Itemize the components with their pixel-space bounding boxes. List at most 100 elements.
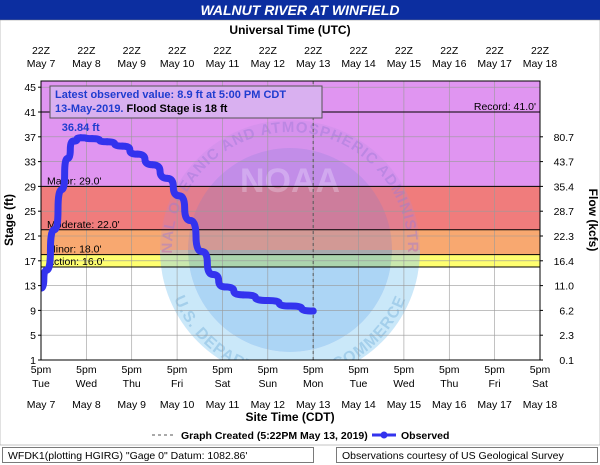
observed-point — [133, 150, 141, 158]
utc-axis-title: Universal Time (UTC) — [229, 23, 350, 37]
observed-point — [220, 283, 228, 291]
y2-tick-label: 28.7 — [554, 206, 575, 218]
local-tick-time: 5pm — [31, 364, 52, 376]
seal-noaa-text: NOAA — [240, 162, 340, 200]
annotation-line1: Latest observed value: 8.9 ft at 5:00 PM… — [55, 89, 286, 101]
category-label-action: Action: 16.0' — [47, 256, 104, 268]
chart-legend: Graph Created (5:22PM May 13, 2019) Obser… — [152, 430, 449, 442]
observed-point — [118, 142, 126, 150]
local-tick-time: 5pm — [258, 364, 279, 376]
local-tick-day: Wed — [393, 378, 415, 390]
observed-point — [63, 155, 71, 162]
observed-point — [58, 186, 66, 193]
moderate-band — [41, 229, 540, 255]
y-tick-label: 5 — [30, 330, 36, 342]
observed-point — [287, 302, 294, 310]
local-tick-day: Thu — [123, 378, 141, 390]
seal-outer-ring — [160, 120, 420, 360]
utc-tick-date: May 16 — [432, 58, 467, 70]
major-band — [41, 186, 540, 230]
local-tick-date: May 16 — [432, 399, 467, 411]
observed-point — [69, 137, 77, 145]
station-datum-box: WFDK1(plotting HGIRG) "Gage 0" Datum: 10… — [2, 447, 314, 463]
observed-point — [41, 284, 45, 292]
category-label-minor: Minor: 18.0' — [47, 244, 102, 256]
utc-tick-date: May 9 — [117, 58, 146, 70]
local-tick-day: Wed — [76, 378, 98, 390]
local-tick-date: May 11 — [206, 399, 240, 411]
y-tick-label: 29 — [24, 181, 36, 193]
utc-tick-date: May 14 — [341, 58, 376, 70]
local-tick-date: May 12 — [251, 399, 286, 411]
utc-tick-time: 22Z — [304, 45, 323, 57]
observed-point — [149, 161, 157, 169]
y-tick-label: 1 — [30, 355, 36, 367]
y-tick-label: 37 — [24, 132, 36, 144]
observed-point — [209, 270, 217, 278]
utc-tick-date: May 17 — [477, 58, 512, 70]
y-tick-label: 25 — [24, 206, 36, 218]
utc-tick-date: May 15 — [387, 58, 422, 70]
utc-tick-time: 22Z — [168, 45, 187, 57]
observed-point — [309, 307, 317, 315]
flood-category-bands — [41, 81, 540, 360]
utc-tick-date: May 12 — [251, 58, 286, 70]
observed-point — [198, 248, 206, 255]
utc-tick-time: 22Z — [213, 45, 232, 57]
observed-point — [175, 192, 183, 200]
y-tick-label: 33 — [24, 157, 36, 169]
local-tick-time: 5pm — [394, 364, 415, 376]
local-tick-time: 5pm — [530, 364, 551, 376]
y2-tick-label: 16.4 — [554, 256, 575, 268]
utc-tick-date: May 13 — [296, 58, 331, 70]
legend-observed-marker — [380, 431, 388, 439]
local-tick-time: 5pm — [212, 364, 233, 376]
y2-tick-label: 22.3 — [554, 231, 575, 243]
utc-tick-time: 22Z — [349, 45, 368, 57]
local-tick-time: 5pm — [303, 364, 324, 376]
y-tick-label: 41 — [24, 107, 36, 119]
utc-tick-date: May 11 — [206, 58, 240, 70]
observed-point — [164, 174, 172, 182]
observed-point — [239, 291, 247, 299]
data-credit-box: Observations courtesy of US Geological S… — [336, 447, 598, 463]
utc-tick-time: 22Z — [77, 45, 96, 57]
local-tick-time: 5pm — [167, 364, 188, 376]
y-axis-title: Stage (ft) — [2, 194, 16, 246]
y2-tick-label: 6.2 — [559, 305, 574, 317]
observed-point — [50, 226, 58, 234]
axes: 1 5 9 13 17 21 25 29 33 37 41 45 0.1 2.3 6.2 11.0 16.4 22… — [24, 45, 574, 411]
utc-tick-time: 22Z — [486, 45, 505, 57]
observed-point — [88, 135, 96, 143]
local-tick-date: May 17 — [477, 399, 512, 411]
chart-title: WALNUT RIVER AT WINFIELD — [200, 2, 399, 18]
y2-tick-label: 80.7 — [554, 132, 575, 144]
local-tick-time: 5pm — [122, 364, 143, 376]
annotation-box — [49, 85, 323, 119]
local-tick-day: Mon — [303, 378, 324, 390]
annotation-line2: 13-May-2019. Flood Stage is 18 ft — [55, 103, 228, 115]
y2-tick-label: 35.4 — [554, 181, 575, 193]
y-tick-label: 21 — [24, 231, 36, 243]
utc-tick-date: May 18 — [523, 58, 558, 70]
local-tick-time: 5pm — [348, 364, 369, 376]
local-tick-time: 5pm — [76, 364, 97, 376]
y2-tick-label: 11.0 — [554, 281, 574, 293]
observed-point — [43, 266, 51, 274]
local-tick-day: Thu — [440, 378, 458, 390]
utc-tick-date: May 10 — [160, 58, 195, 70]
legend-observed-label: Observed — [401, 430, 449, 442]
utc-tick-time: 22Z — [395, 45, 414, 57]
x-axis-title: Site Time (CDT) — [245, 410, 334, 424]
local-tick-day: Fri — [171, 378, 183, 390]
y2-tick-label: 2.3 — [559, 330, 574, 342]
local-tick-day: Fri — [489, 378, 501, 390]
y2-axis-title: Flow (kcfs) — [586, 189, 600, 252]
local-tick-date: May 15 — [387, 399, 422, 411]
local-tick-date: May 18 — [523, 399, 558, 411]
utc-tick-time: 22Z — [440, 45, 459, 57]
observed-point — [264, 296, 272, 304]
title-bar — [0, 0, 600, 20]
